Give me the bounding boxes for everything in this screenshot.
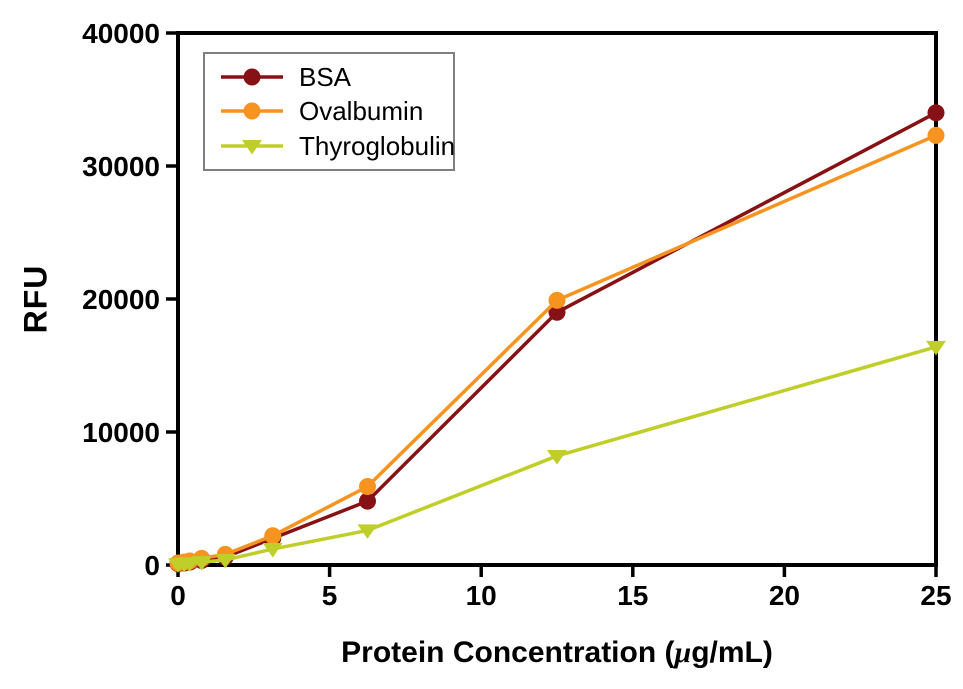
marker-circle	[243, 68, 261, 86]
bsa-line-marker-icon	[221, 68, 283, 86]
x-tick-label: 5	[322, 580, 338, 611]
y-tick-label: 10000	[82, 417, 160, 448]
y-tick-label: 20000	[82, 284, 160, 315]
x-axis-title: Protein Concentration (μg/mL)	[341, 636, 773, 670]
marker-circle	[264, 527, 282, 545]
marker-triangle-down	[926, 340, 946, 356]
marker-circle	[548, 303, 566, 321]
legend-label-ovalbumin: Ovalbumin	[299, 96, 424, 127]
x-tick-label: 15	[617, 580, 648, 611]
y-tick-label: 40000	[82, 18, 160, 49]
legend: BSA Ovalbumin Thyroglobulin	[203, 52, 455, 171]
y-tick-label: 0	[144, 550, 160, 581]
y-axis-title: RFU	[17, 264, 54, 334]
legend-entry-ovalbumin: Ovalbumin	[219, 98, 453, 124]
marker-triangle-down	[215, 553, 236, 569]
marker-triangle-down	[357, 524, 378, 539]
series-line-1	[177, 133, 937, 565]
x-tick-label: 0	[170, 580, 186, 611]
thyroglobulin-line-marker-icon	[221, 139, 283, 155]
mu-symbol: μ	[674, 636, 692, 669]
marker-circle	[548, 291, 566, 309]
marker-triangle-down	[242, 139, 262, 155]
y-tick-label: 30000	[82, 151, 160, 182]
legend-label-bsa: BSA	[299, 62, 352, 93]
marker-circle	[927, 126, 945, 144]
marker-triangle-down	[179, 557, 200, 572]
legend-entry-bsa: BSA	[219, 64, 453, 90]
legend-label-thyroglobulin: Thyroglobulin	[299, 130, 456, 161]
marker-circle	[359, 478, 376, 496]
series-line-0	[177, 111, 937, 566]
marker-triangle-down	[547, 449, 567, 465]
plot-frame	[176, 31, 938, 567]
legend-entry-thyroglobulin: Thyroglobulin	[219, 130, 456, 161]
x-tick-label: 10	[466, 580, 497, 611]
marker-circle	[359, 492, 376, 510]
marker-triangle-down	[262, 543, 283, 558]
marker-triangle-down	[191, 556, 212, 571]
x-tick-label: 25	[920, 580, 951, 611]
x-tick-label: 20	[769, 580, 800, 611]
marker-circle	[243, 102, 261, 120]
marker-circle	[927, 104, 945, 122]
x-axis-title-prefix: Protein Concentration (	[341, 636, 675, 669]
ovalbumin-line-marker-icon	[221, 102, 283, 120]
x-axis-title-suffix: g/mL)	[691, 636, 773, 669]
